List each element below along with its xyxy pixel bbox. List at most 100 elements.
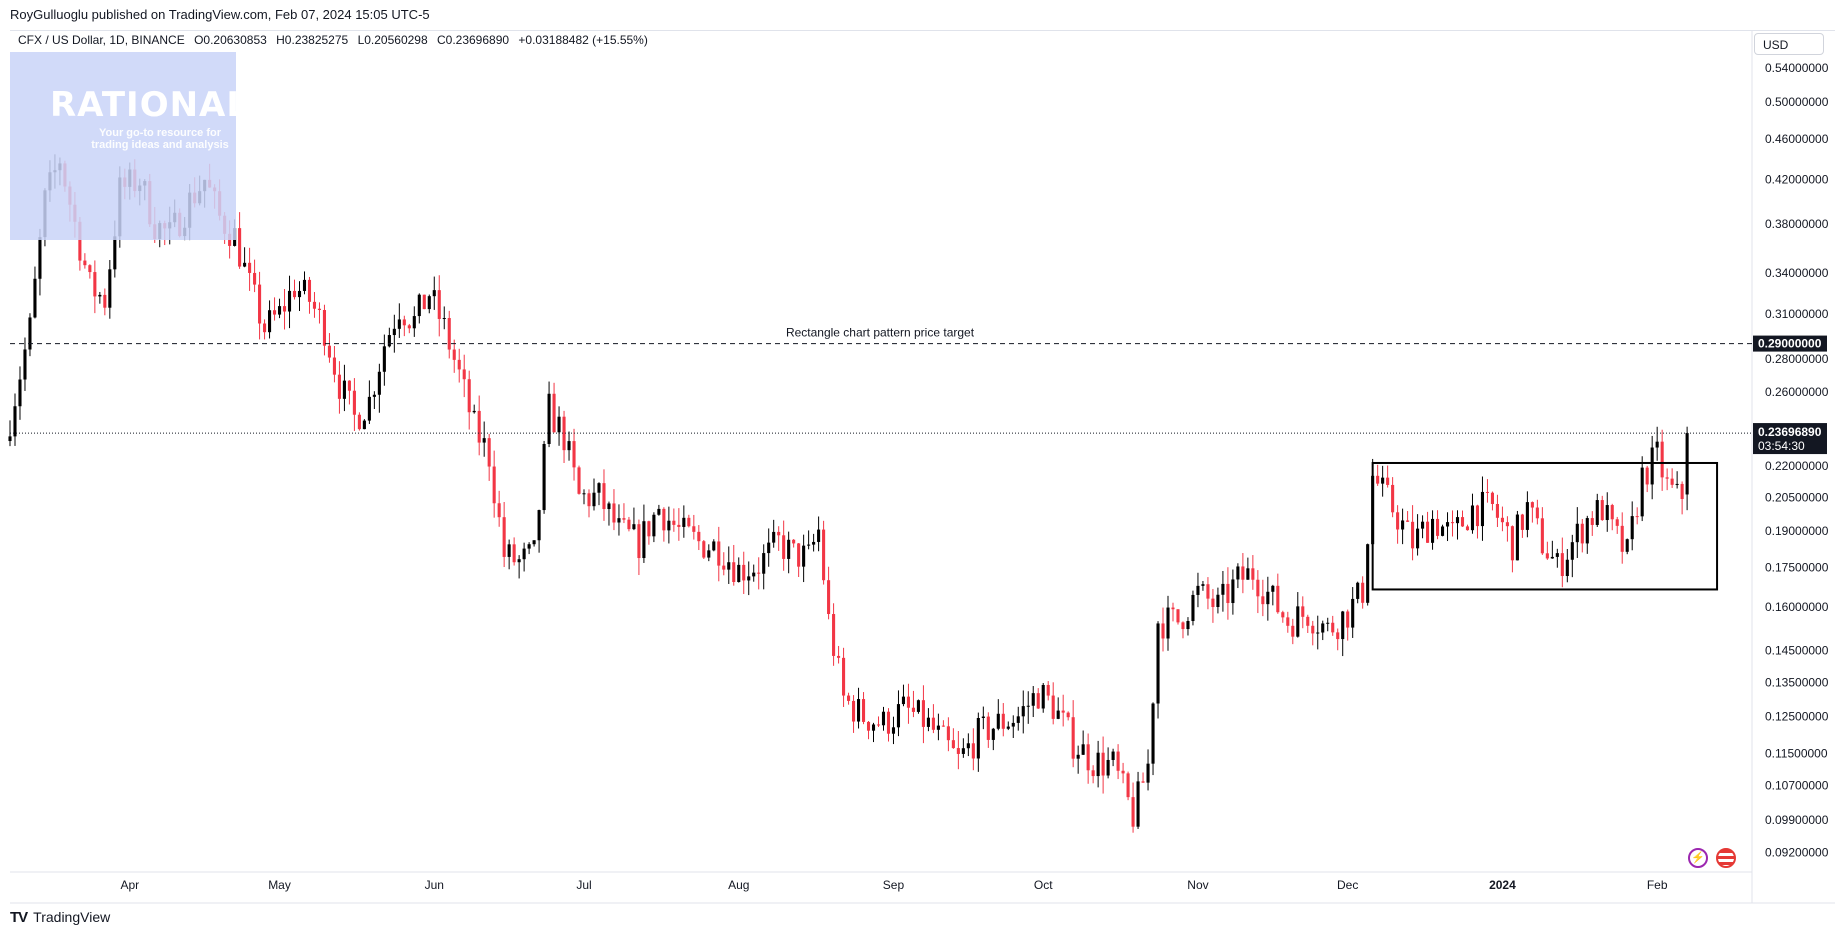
candle-body — [647, 521, 651, 537]
candle-body — [782, 535, 786, 559]
candle-body — [113, 236, 117, 270]
candle-body — [1241, 566, 1245, 580]
candle-body — [1071, 717, 1075, 759]
candle-body — [1396, 512, 1400, 530]
candle-body — [1386, 477, 1390, 485]
y-tick-label: 0.22000000 — [1765, 459, 1829, 473]
candle-body — [302, 279, 307, 291]
candle-body — [18, 379, 22, 407]
candle-body — [602, 483, 606, 510]
candle-body — [447, 318, 451, 350]
candle-body — [243, 262, 247, 267]
candle-body — [1311, 625, 1315, 634]
candle-body — [1535, 507, 1539, 519]
candle-body — [617, 518, 621, 523]
candle-body — [1620, 525, 1624, 552]
candle-body — [1286, 617, 1290, 626]
candle-body — [287, 290, 292, 312]
y-tick-label: 0.11500000 — [1765, 746, 1828, 760]
candle-body — [377, 371, 381, 395]
candle-body — [657, 508, 661, 515]
candle-body — [1435, 518, 1440, 536]
us-flag-icon[interactable] — [1716, 848, 1736, 868]
candle-body — [1416, 528, 1420, 549]
candle-body — [1171, 607, 1175, 610]
candle-body — [88, 265, 92, 273]
candle-body — [492, 466, 496, 504]
candle-body — [1136, 781, 1140, 827]
candle-body — [103, 294, 107, 308]
candle-body — [1580, 523, 1584, 544]
candle-body — [1066, 712, 1070, 718]
candle-body — [1645, 467, 1649, 485]
candle-body — [777, 531, 781, 536]
candle-body — [996, 713, 1000, 729]
candle-body — [1565, 559, 1569, 577]
ohlc-low: L0.20560298 — [357, 33, 428, 47]
candle-body — [1381, 477, 1385, 484]
candle-body — [1455, 517, 1460, 524]
candle-body — [856, 699, 861, 722]
candle-body — [1440, 526, 1445, 536]
candle-body — [1406, 520, 1410, 522]
candle-body — [642, 521, 646, 559]
candle-body — [717, 541, 721, 566]
lightning-icon[interactable]: ⚡ — [1688, 848, 1708, 868]
candle-body — [757, 572, 761, 574]
candle-body — [332, 357, 336, 375]
candle-body — [712, 541, 716, 551]
candle-body — [442, 318, 446, 320]
candle-body — [1465, 526, 1470, 531]
currency-selector[interactable]: USD — [1754, 33, 1824, 55]
candle-body — [916, 700, 920, 712]
candle-body — [747, 576, 751, 581]
y-tick-label: 0.09900000 — [1765, 813, 1829, 827]
candle-body — [1431, 518, 1435, 543]
candle-body — [1336, 632, 1340, 640]
chart-pane[interactable] — [10, 30, 1835, 904]
candle-body — [1635, 516, 1639, 518]
candle-body — [1121, 770, 1125, 774]
publisher-line: RoyGulluoglu published on TradingView.co… — [10, 7, 430, 22]
symbol-legend[interactable]: CFX / US Dollar, 1D, BINANCE O0.20630853… — [18, 33, 654, 47]
candle-body — [1505, 522, 1509, 527]
candle-body — [961, 748, 965, 754]
candle-body — [282, 306, 287, 312]
x-tick-label: Dec — [1337, 878, 1358, 892]
target-price-tag — [1753, 335, 1827, 352]
candle-body — [976, 717, 980, 759]
candle-body — [1026, 705, 1030, 707]
candle-body — [1426, 521, 1430, 543]
target-price-label: 0.29000000 — [1758, 337, 1822, 351]
candle-body — [1670, 478, 1674, 485]
candle-body — [98, 294, 102, 297]
candle-body — [822, 529, 826, 581]
candle-body — [347, 380, 351, 391]
candle-body — [807, 544, 811, 546]
candle-body — [1555, 553, 1559, 557]
candle-body — [1281, 612, 1285, 618]
candle-body — [1500, 517, 1504, 523]
candle-body — [587, 493, 591, 507]
candle-body — [547, 393, 551, 444]
candle-body — [1096, 752, 1100, 777]
ohlc-open: O0.20630853 — [194, 33, 267, 47]
candle-body — [552, 393, 556, 433]
tradingview-logo[interactable]: TV TradingView — [10, 906, 110, 928]
candle-body — [1231, 579, 1235, 604]
candle-body — [956, 748, 960, 754]
candle-body — [507, 544, 511, 557]
candle-body — [8, 436, 12, 442]
candle-body — [767, 542, 771, 554]
candle-body — [1326, 622, 1330, 624]
y-tick-label: 0.46000000 — [1765, 132, 1829, 146]
candle-body — [1655, 441, 1659, 448]
candle-body — [292, 290, 297, 298]
candle-body — [702, 541, 706, 558]
candle-body — [1515, 514, 1519, 561]
ohlc-close: C0.23696890 — [436, 33, 510, 47]
candle-body — [1146, 763, 1150, 783]
candle-body — [452, 349, 456, 360]
candle-body — [722, 565, 726, 570]
